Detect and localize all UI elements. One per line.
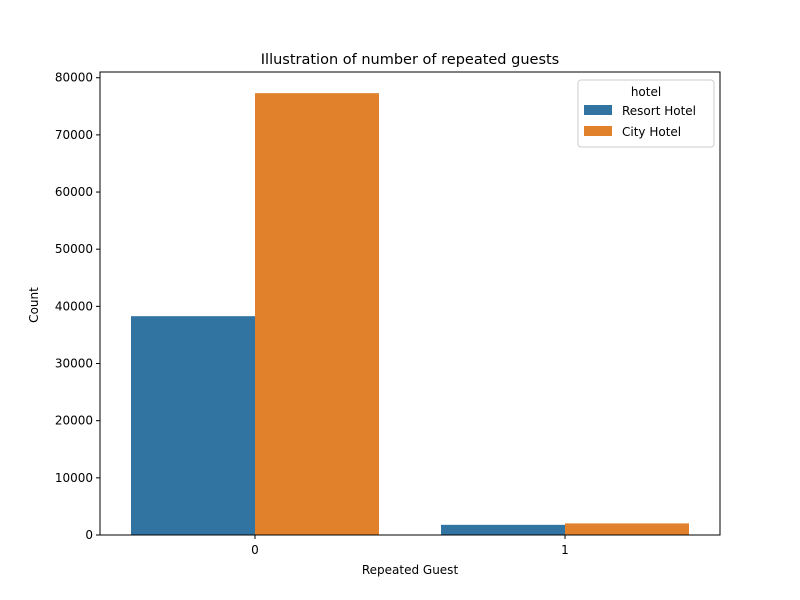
x-axis-label: Repeated Guest — [362, 563, 459, 577]
legend: hotel Resort Hotel City Hotel — [577, 79, 715, 148]
y-tick-label: 30000 — [55, 357, 93, 371]
plot-area — [131, 93, 689, 535]
legend-label-city-hotel: City Hotel — [622, 125, 681, 139]
y-tick-label: 70000 — [55, 128, 93, 142]
plot-frame — [99, 71, 721, 536]
bar-resort-hotel-0 — [131, 316, 255, 535]
y-tick-label: 50000 — [55, 242, 93, 256]
y-tick-label: 20000 — [55, 414, 93, 428]
y-tick-label: 10000 — [55, 471, 93, 485]
y-tick-label: 40000 — [55, 299, 93, 313]
legend-swatch-city-hotel — [584, 126, 612, 136]
x-tick-label: 1 — [561, 543, 569, 557]
y-axis-label: Count — [27, 287, 41, 323]
y-axis: 0 10000 20000 30000 40000 50000 60000 70000 8000… — [55, 71, 100, 542]
bar-city-hotel-1 — [565, 523, 689, 535]
y-tick-label: 60000 — [55, 185, 93, 199]
chart-title: Illustration of number of repeated guest… — [261, 52, 559, 68]
y-tick-label: 0 — [85, 528, 93, 542]
y-tick-label: 80000 — [55, 71, 93, 85]
legend-title: hotel — [631, 85, 661, 99]
legend-label-resort-hotel: Resort Hotel — [622, 104, 696, 118]
legend-swatch-resort-hotel — [584, 105, 612, 115]
bar-resort-hotel-1 — [441, 524, 565, 535]
x-tick-label: 0 — [251, 543, 259, 557]
bar-city-hotel-0 — [255, 93, 379, 535]
